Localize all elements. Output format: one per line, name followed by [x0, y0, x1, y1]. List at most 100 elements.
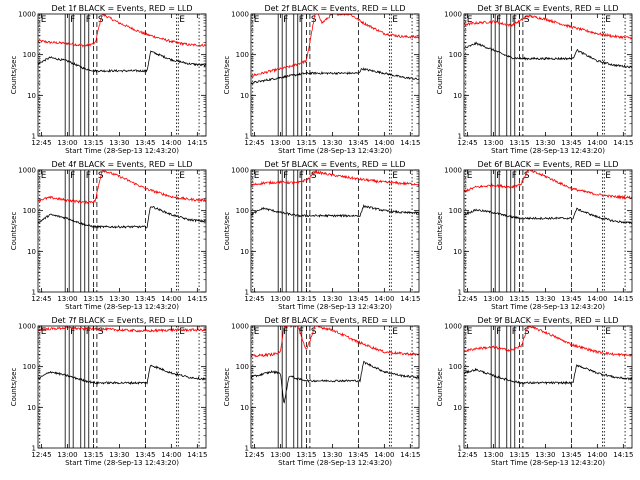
- panel-9-y-tick-label: 1: [458, 445, 462, 453]
- panel-7-x-tick-label: 13:15: [83, 451, 103, 459]
- panel-3-marker-label: E: [467, 15, 473, 25]
- panel-7-events-line: [38, 364, 206, 385]
- panel-3-y-label: Counts/sec: [436, 56, 444, 95]
- panel-6-y-tick-label: 1000: [444, 167, 462, 175]
- panel-3-y-tick-label: 1000: [444, 11, 462, 19]
- panel-1-y-label: Counts/sec: [10, 56, 18, 95]
- panel-9-y-tick-label: 1000: [444, 323, 462, 331]
- panel-6-marker-label: S: [524, 171, 530, 181]
- panel-9-x-tick-label: 14:00: [587, 451, 607, 459]
- panel-6-x-label: Start Time (28-Sep-13 12:43:20): [491, 303, 605, 311]
- panel-2-x-tick-label: 14:00: [374, 139, 394, 147]
- panel-4-title: Det 4f BLACK = Events, RED = LLD: [51, 160, 192, 169]
- panel-4-y-tick-label: 1: [32, 289, 36, 297]
- panel-6-x-tick-label: 14:15: [613, 295, 633, 303]
- panel-4-y-tick-label: 100: [23, 207, 36, 215]
- panel-2-y-tick-label: 10: [240, 92, 249, 100]
- panel-9-x-tick-label: 13:30: [535, 451, 555, 459]
- panel-3-lld-line: [464, 14, 632, 40]
- panel-9-y-tick-label: 10: [453, 404, 462, 412]
- panel-1-x-tick-label: 13:00: [57, 139, 77, 147]
- panel-5-title: Det 5f BLACK = Events, RED = LLD: [264, 160, 405, 169]
- panel-4-x-tick-label: 14:00: [161, 295, 181, 303]
- panel-1-y-tick-label: 1000: [18, 11, 36, 19]
- panel-3-frame: [463, 13, 633, 137]
- panel-8-x-tick-label: 13:30: [322, 451, 342, 459]
- panel-8-x-tick-label: 13:00: [270, 451, 290, 459]
- panel-4-x-tick-label: 13:30: [109, 295, 129, 303]
- panel-8-marker-label: F: [299, 327, 304, 337]
- panel-7-y-tick-label: 1000: [18, 323, 36, 331]
- panel-9-marker-label: E: [467, 327, 473, 337]
- panel-6-marker-label: F: [512, 171, 517, 181]
- panel-3-marker-label: F: [496, 15, 501, 25]
- panel-2-x-tick-label: 14:15: [400, 139, 420, 147]
- panel-8-x-tick-label: 13:15: [296, 451, 316, 459]
- panel-3-x-tick-label: 13:30: [535, 139, 555, 147]
- panel-5-marker-label: S: [311, 171, 317, 181]
- panel-9-x-tick-label: 13:15: [509, 451, 529, 459]
- panel-8-lld-line: [251, 326, 419, 358]
- panel-4-y-tick-label: 10: [27, 248, 36, 256]
- panel-7-lld-line: [38, 326, 206, 333]
- panel-6-y-tick-label: 1: [458, 289, 462, 297]
- panel-4-y-label: Counts/sec: [10, 212, 18, 251]
- panel-8-marker-label: S: [311, 327, 317, 337]
- panel-1-title: Det 1f BLACK = Events, RED = LLD: [51, 4, 192, 13]
- panel-2-marker-label: E: [392, 15, 398, 25]
- panel-4-marker-label: E: [41, 171, 47, 181]
- panel-4-marker-label: F: [86, 171, 91, 181]
- panel-6-events-line: [464, 207, 632, 225]
- panel-7-marker-label: F: [70, 327, 75, 337]
- panel-3-y-tick-label: 1: [458, 133, 462, 141]
- panel-7-title: Det 7f BLACK = Events, RED = LLD: [51, 316, 192, 325]
- panel-1-x-tick-label: 13:30: [109, 139, 129, 147]
- panel-8-y-tick-label: 100: [236, 363, 249, 371]
- panel-5-x-tick-label: 13:30: [322, 295, 342, 303]
- panel-3-x-tick-label: 14:15: [613, 139, 633, 147]
- panel-1-marker-label: F: [70, 15, 75, 25]
- panel-7-marker-label: F: [86, 327, 91, 337]
- panel-4-x-tick-label: 14:15: [187, 295, 207, 303]
- panel-7-y-label: Counts/sec: [10, 368, 18, 407]
- panel-4-marker-label: F: [70, 171, 75, 181]
- panel-2-x-tick-label: 13:15: [296, 139, 316, 147]
- panel-9-marker-label: F: [512, 327, 517, 337]
- panel-1-y-tick-label: 1: [32, 133, 36, 141]
- panel-5-x-tick-label: 13:15: [296, 295, 316, 303]
- panel-4-x-tick-label: 12:45: [31, 295, 51, 303]
- panel-2-events-line: [251, 67, 419, 85]
- panel-5-lld-line: [251, 170, 419, 187]
- panel-3-x-label: Start Time (28-Sep-13 12:43:20): [491, 147, 605, 155]
- panel-9-events-line: [464, 363, 632, 386]
- panel-8-frame: [250, 325, 420, 449]
- panel-3-y-tick-label: 100: [449, 51, 462, 59]
- panel-8-events-line: [251, 360, 419, 404]
- panel-3-title: Det 3f BLACK = Events, RED = LLD: [477, 4, 618, 13]
- panel-5-marker-label: F: [283, 171, 288, 181]
- panel-3-x-tick-label: 13:45: [561, 139, 581, 147]
- panel-8-x-label: Start Time (28-Sep-13 12:43:20): [278, 459, 392, 467]
- panel-1-y-tick-label: 10: [27, 92, 36, 100]
- panel-9-marker-label: S: [524, 327, 530, 337]
- panel-5-marker-label: F: [299, 171, 304, 181]
- panel-8-x-tick-label: 13:45: [348, 451, 368, 459]
- panel-4-x-label: Start Time (28-Sep-13 12:43:20): [65, 303, 179, 311]
- panel-4-events-line: [38, 206, 206, 230]
- panel-6-marker-label: F: [496, 171, 501, 181]
- panel-8-title: Det 8f BLACK = Events, RED = LLD: [264, 316, 405, 325]
- panel-8-marker-label: E: [254, 327, 260, 337]
- panel-7-x-tick-label: 14:00: [161, 451, 181, 459]
- panel-7-x-tick-label: 14:15: [187, 451, 207, 459]
- panel-7-marker-label: E: [41, 327, 47, 337]
- panel-5-marker-label: E: [392, 171, 398, 181]
- panel-9-marker-label: F: [496, 327, 501, 337]
- panel-1-marker-label: F: [86, 15, 91, 25]
